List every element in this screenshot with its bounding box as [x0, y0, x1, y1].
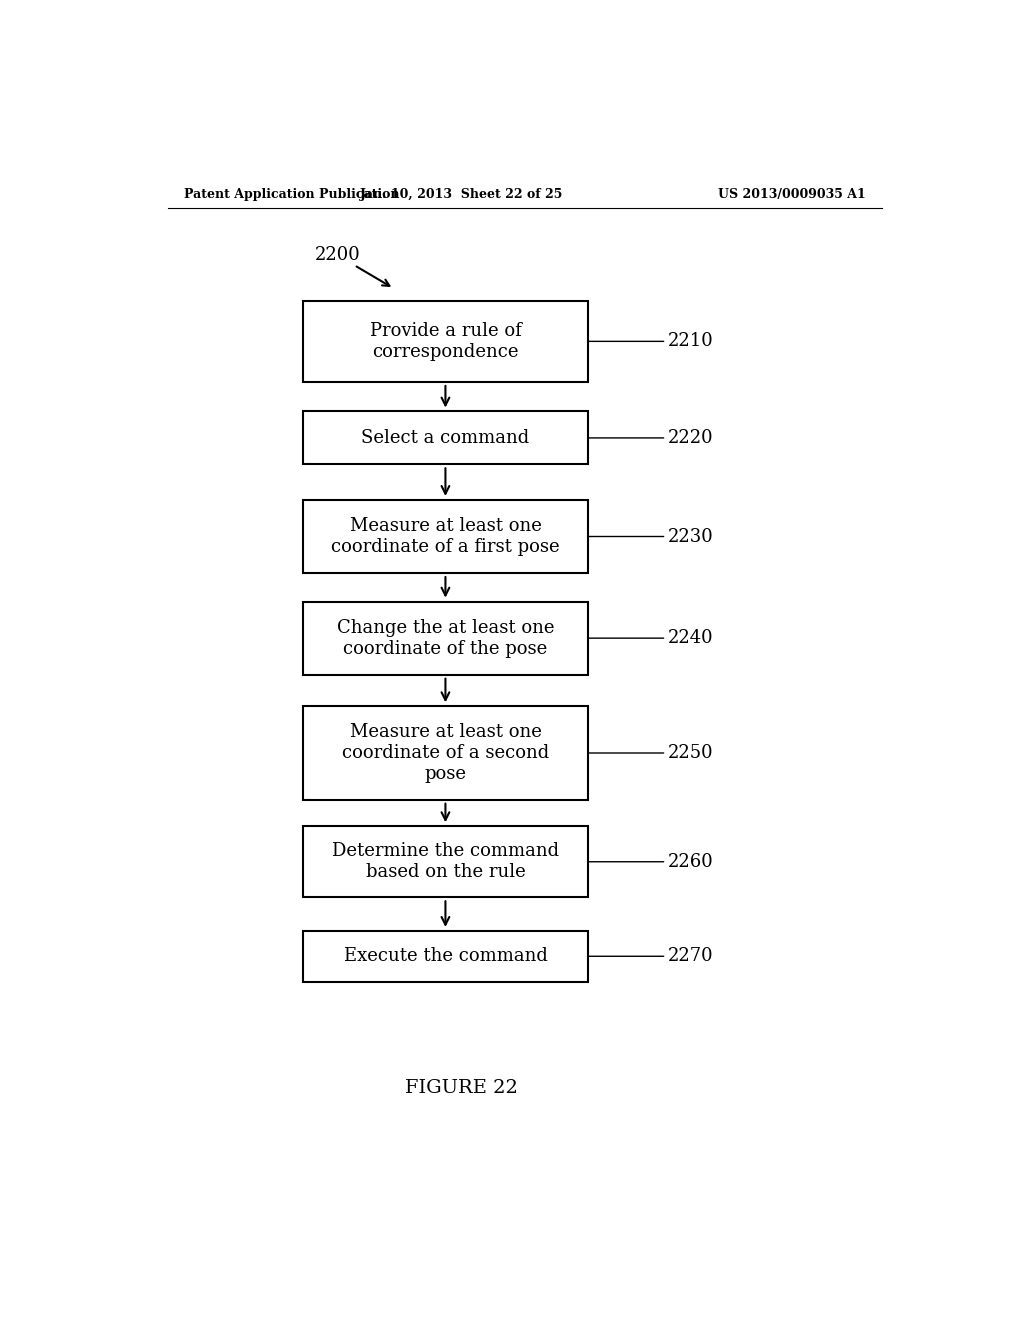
- Text: 2210: 2210: [668, 333, 714, 350]
- Text: 2230: 2230: [668, 528, 714, 545]
- Text: Measure at least one
coordinate of a second
pose: Measure at least one coordinate of a sec…: [342, 723, 549, 783]
- Text: 2220: 2220: [668, 429, 714, 447]
- FancyBboxPatch shape: [303, 301, 588, 381]
- Text: Change the at least one
coordinate of the pose: Change the at least one coordinate of th…: [337, 619, 554, 657]
- FancyBboxPatch shape: [303, 412, 588, 465]
- Text: US 2013/0009035 A1: US 2013/0009035 A1: [718, 189, 866, 202]
- Text: Execute the command: Execute the command: [343, 948, 548, 965]
- Text: Measure at least one
coordinate of a first pose: Measure at least one coordinate of a fir…: [331, 517, 560, 556]
- Text: 2270: 2270: [668, 948, 714, 965]
- Text: Jan. 10, 2013  Sheet 22 of 25: Jan. 10, 2013 Sheet 22 of 25: [359, 189, 563, 202]
- FancyBboxPatch shape: [303, 500, 588, 573]
- Text: 2240: 2240: [668, 630, 714, 647]
- Text: Patent Application Publication: Patent Application Publication: [183, 189, 399, 202]
- Text: 2260: 2260: [668, 853, 714, 871]
- FancyBboxPatch shape: [303, 931, 588, 982]
- FancyBboxPatch shape: [303, 706, 588, 800]
- Text: 2250: 2250: [668, 744, 714, 762]
- Text: Determine the command
based on the rule: Determine the command based on the rule: [332, 842, 559, 882]
- Text: Provide a rule of
correspondence: Provide a rule of correspondence: [370, 322, 521, 360]
- FancyBboxPatch shape: [303, 602, 588, 675]
- Text: FIGURE 22: FIGURE 22: [404, 1080, 518, 1097]
- Text: 2200: 2200: [314, 246, 360, 264]
- Text: Select a command: Select a command: [361, 429, 529, 447]
- FancyBboxPatch shape: [303, 826, 588, 898]
